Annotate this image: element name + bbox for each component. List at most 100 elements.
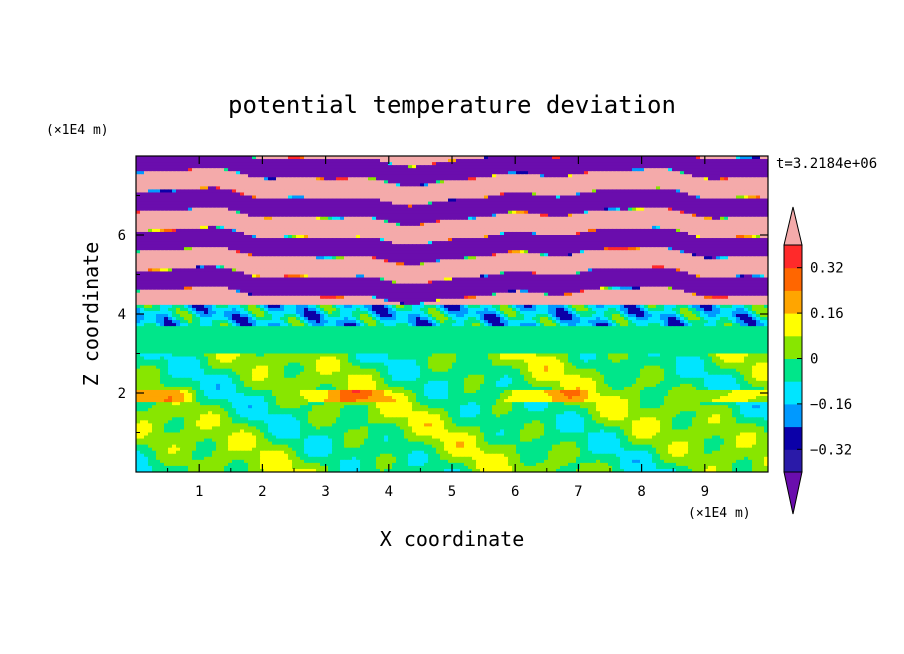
field-cell-1970: [432, 192, 437, 197]
field-cell-100: [536, 156, 541, 160]
field-cell-2217: [156, 198, 161, 203]
field-cell-921: [660, 171, 665, 175]
field-cell-802: [184, 171, 189, 175]
field-cell-539: [396, 165, 401, 169]
field-cell-2769: [468, 207, 473, 212]
field-cell-2096: [304, 195, 309, 200]
field-cell-1538: [600, 183, 605, 187]
field-cell-929: [692, 171, 697, 175]
field-cell-1373: [572, 180, 577, 184]
field-cell-1223: [604, 177, 609, 181]
field-cell-851: [380, 171, 385, 175]
field-cell-248: [496, 159, 501, 163]
field-cell-1287: [228, 180, 233, 184]
field-cell-2206: [744, 195, 749, 200]
field-cell-1570: [728, 183, 733, 187]
field-cell-1884: [720, 189, 725, 194]
field-cell-186: [248, 159, 253, 163]
field-cell-106: [560, 156, 565, 160]
field-cell-467: [740, 162, 745, 166]
field-cell-1533: [580, 183, 585, 187]
field-cell-253: [516, 159, 521, 163]
field-cell-487: [188, 165, 193, 169]
field-cell-719: [484, 168, 489, 172]
field-cell-135: [676, 156, 681, 160]
field-cell-160: [144, 159, 149, 163]
field-cell-303: [716, 159, 721, 163]
field-cell-1158: [344, 177, 349, 181]
field-cell-1828: [496, 189, 501, 194]
field-cell-1337: [428, 180, 433, 184]
field-cell-751: [612, 168, 617, 172]
field-cell-2764: [448, 207, 453, 212]
field-cell-2233: [220, 198, 225, 203]
field-cell-397: [460, 162, 465, 166]
field-cell-2036: [696, 192, 701, 197]
field-cell-1467: [316, 183, 321, 187]
field-cell-2605: [444, 204, 449, 209]
field-cell-2046: [736, 192, 741, 197]
field-cell-519: [316, 165, 321, 169]
field-cell-1026: [448, 174, 453, 178]
field-cell-2390: [216, 201, 221, 206]
field-cell-264: [560, 159, 565, 163]
field-cell-1333: [412, 180, 417, 184]
field-cell-56: [360, 156, 365, 160]
field-cell-2556: [248, 204, 253, 209]
field-cell-1200: [512, 177, 517, 181]
field-cell-30: [256, 156, 261, 160]
field-cell-730: [528, 168, 533, 172]
field-cell-1560: [688, 183, 693, 187]
field-cell-1317: [348, 180, 353, 184]
field-cell-589: [596, 165, 601, 169]
field-cell-1452: [256, 183, 261, 187]
field-cell-412: [520, 162, 525, 166]
field-cell-1585: [156, 186, 161, 191]
field-cell-1001: [348, 174, 353, 178]
field-cell-1852: [592, 189, 597, 194]
field-cell-2118: [392, 195, 397, 200]
field-cell-391: [436, 162, 441, 166]
field-cell-1582: [144, 186, 149, 191]
field-cell-829: [292, 171, 297, 175]
field-cell-1488: [400, 183, 405, 187]
field-cell-2509: [692, 201, 697, 206]
field-cell-1437: [196, 183, 201, 187]
field-cell-252: [512, 159, 517, 163]
field-cell-1428: [160, 183, 165, 187]
field-cell-1166: [376, 177, 381, 181]
field-cell-1813: [436, 189, 441, 194]
field-cell-2538: [176, 204, 181, 209]
field-cell-1548: [640, 183, 645, 187]
field-cell-2717: [260, 207, 265, 212]
field-cell-1963: [404, 192, 409, 197]
field-cell-310: [744, 159, 749, 163]
field-cell-1668: [488, 186, 493, 191]
field-cell-1419: [756, 180, 761, 184]
field-cell-2105: [340, 195, 345, 200]
field-cell-1961: [396, 192, 401, 197]
field-cell-2144: [496, 195, 501, 200]
field-cell-691: [372, 168, 377, 172]
field-cell-1739: [140, 189, 145, 194]
field-cell-418: [544, 162, 549, 166]
field-cell-2339: [644, 198, 649, 203]
field-cell-782: [736, 168, 741, 172]
field-cell-1780: [304, 189, 309, 194]
field-cell-2215: [148, 198, 153, 203]
field-cell-316: [136, 162, 141, 166]
field-cell-12: [184, 156, 189, 160]
field-cell-874: [472, 171, 477, 175]
field-cell-1448: [240, 183, 245, 187]
field-cell-1648: [408, 186, 413, 191]
field-cell-1210: [552, 177, 557, 181]
field-cell-901: [580, 171, 585, 175]
field-cell-2587: [372, 204, 377, 209]
field-cell-779: [724, 168, 729, 172]
field-cell-267: [572, 159, 577, 163]
field-cell-1393: [652, 180, 657, 184]
field-cell-687: [356, 168, 361, 172]
field-cell-1850: [584, 189, 589, 194]
field-cell-2195: [700, 195, 705, 200]
field-cell-1441: [212, 183, 217, 187]
